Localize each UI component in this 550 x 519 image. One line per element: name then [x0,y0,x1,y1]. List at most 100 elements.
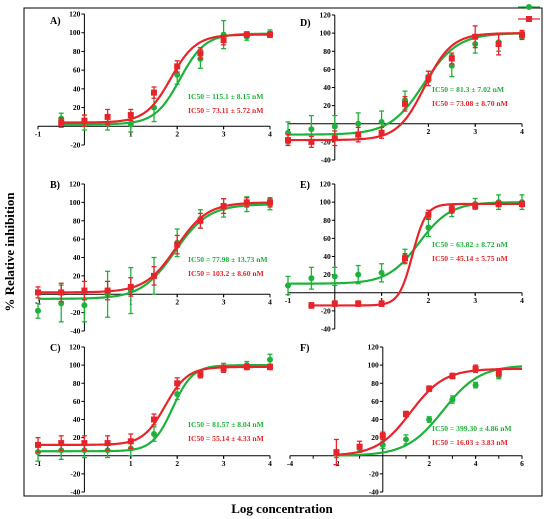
x-tick-label: 2 [175,459,179,468]
data-point-red [425,209,432,220]
data-point-red [472,364,479,374]
y-tick-label: 100 [69,198,81,207]
x-tick-label: 4 [268,459,272,468]
data-point-red [331,300,338,307]
data-point-red [35,436,41,453]
y-tick-label: 60 [371,397,379,406]
data-point-red [104,108,111,126]
data-point-red [449,372,456,380]
data-point-green [285,275,291,296]
y-tick-label: 80 [323,47,331,56]
data-point-red [104,435,111,451]
y-tick-label: 40 [371,415,379,424]
data-point-green [355,264,362,285]
x-tick-label: -1 [35,129,41,138]
fit-curve-red [59,33,270,124]
data-point-red [472,202,479,210]
ic50-label-green: IC50 = 77.98 ± 13.73 nM [188,255,268,264]
ic50-label-red: IC50 = 73.08 ± 8.70 nM [432,99,508,108]
x-tick-label: 2 [427,296,431,305]
data-point-red [127,433,134,450]
y-tick-label: 120 [69,10,81,19]
data-point-red [243,197,250,208]
x-tick-label: 1 [380,296,384,305]
data-point-green [267,353,273,366]
ic50-label-red: IC50 = 103.2 ± 8.60 nM [188,269,264,278]
x-tick-label: -1 [35,297,41,306]
y-tick-label: -20 [70,141,80,150]
x-tick-label: 4 [520,127,524,136]
data-point-red [495,32,502,56]
data-point-red [356,440,363,453]
y-tick-label: 120 [69,180,81,189]
data-point-red [197,212,204,229]
panel-label: E) [300,180,310,191]
data-point-red [127,108,134,122]
y-tick-label: 40 [73,253,81,262]
data-point-red [333,438,340,466]
data-point-red [331,130,338,147]
y-tick-label: 40 [323,252,331,261]
data-point-red [243,31,250,39]
data-point-red [448,205,455,214]
ic50-label-red: IC50 = 55.14 ± 4.33 nM [188,434,264,443]
data-point-red [220,198,227,215]
ic50-label-red: IC50 = 73.11 ± 5.72 nM [188,106,263,115]
figure-frame [23,7,543,497]
data-point-red [355,300,362,307]
panel-0: -1 1 2 3 4 -20 20 40 60 80 100 120 A) IC50 = 115.1 ± … [35,10,273,150]
y-tick-label: 60 [323,65,331,74]
series-red [308,200,525,309]
series-red [35,363,273,453]
data-point-green [151,426,157,442]
panel-4: -1 1 2 3 4 -40 -20 20 40 60 80 100 120 C) IC50 = 81.57… [35,343,273,497]
y-tick-label: -40 [321,156,331,165]
ic50-label-green: IC50 = 399.30 ± 4.86 nM [432,424,512,433]
y-tick-label: 120 [320,11,332,20]
data-point-red [267,197,273,208]
y-tick-label: 100 [69,361,81,370]
y-tick-label: 80 [73,47,81,56]
data-point-red [220,34,227,46]
ic50-label-green: IC50 = 115.1 ± 8.15 nM [188,92,263,101]
data-point-red [425,70,432,87]
data-point-red [174,60,181,73]
x-tick-label: 2 [427,459,431,468]
data-point-green [331,266,338,287]
x-tick-label: 3 [222,297,226,306]
data-point-red [402,253,408,264]
x-tick-label: 4 [520,296,524,305]
ic50-label-green: IC50 = 63.82 ± 8.72 nM [432,240,508,249]
y-tick-label: 20 [73,271,81,280]
data-point-red [448,52,455,65]
x-tick-label: 2 [175,297,179,306]
x-tick-label: 1 [129,459,133,468]
y-tick-label: -40 [369,488,379,497]
data-point-red [243,363,250,371]
y-tick-label: 80 [73,379,81,388]
y-tick-label: 40 [73,415,81,424]
x-tick-label: 1 [129,129,133,138]
x-tick-label: 3 [222,129,226,138]
series-red [58,31,273,128]
y-tick-label: 100 [320,198,332,207]
legend-marker-red [526,16,532,22]
y-tick-label: 80 [73,216,81,225]
y-tick-label: 120 [69,343,81,352]
ic50-label-green: IC50 = 81.3 ± 7.02 nM [432,85,504,94]
y-tick-label: 20 [323,101,331,110]
data-point-red [174,377,181,390]
data-point-red [378,126,385,139]
x-tick-label: 4 [268,129,272,138]
series-red [333,364,523,466]
x-tick-label: 2 [175,129,179,138]
data-point-red [378,300,385,307]
data-point-red [58,435,65,451]
data-point-red [197,47,204,60]
data-point-red [151,413,157,426]
data-point-green [35,302,41,319]
y-tick-label: 60 [323,234,331,243]
